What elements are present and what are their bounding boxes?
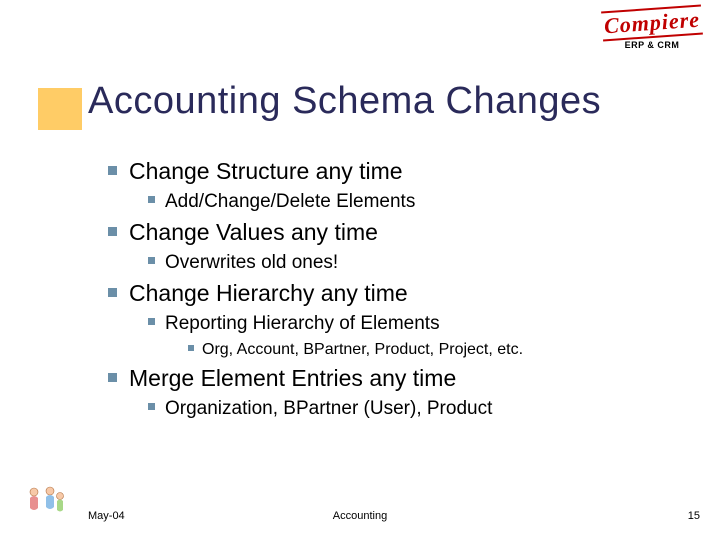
square-bullet-icon bbox=[148, 403, 155, 410]
square-bullet-icon bbox=[148, 318, 155, 325]
square-bullet-icon bbox=[108, 166, 117, 175]
logo-brand-text: Compiere bbox=[601, 5, 703, 42]
square-bullet-icon bbox=[108, 373, 117, 382]
bullet-l1: Change Structure any time bbox=[108, 158, 688, 185]
bullet-text: Overwrites old ones! bbox=[165, 252, 338, 273]
bullet-l1: Merge Element Entries any time bbox=[108, 365, 688, 392]
bullet-l2: Reporting Hierarchy of Elements bbox=[148, 313, 688, 335]
slide-body: Change Structure any time Add/Change/Del… bbox=[108, 158, 688, 426]
bullet-text: Merge Element Entries any time bbox=[129, 365, 456, 391]
bullet-text: Organization, BPartner (User), Product bbox=[165, 398, 492, 419]
square-bullet-icon bbox=[148, 196, 155, 203]
bullet-l3: Org, Account, BPartner, Product, Project… bbox=[188, 341, 688, 359]
bullet-text: Change Values any time bbox=[129, 219, 378, 245]
bullet-l1: Change Hierarchy any time bbox=[108, 280, 688, 307]
square-bullet-icon bbox=[188, 345, 194, 351]
slide-title: Accounting Schema Changes bbox=[88, 80, 601, 123]
bullet-l1: Change Values any time bbox=[108, 219, 688, 246]
bullet-l2: Overwrites old ones! bbox=[148, 252, 688, 274]
title-accent-block bbox=[38, 88, 82, 130]
square-bullet-icon bbox=[108, 227, 117, 236]
bullet-text: Add/Change/Delete Elements bbox=[165, 191, 415, 212]
brand-logo: Compiere ERP & CRM bbox=[602, 8, 702, 50]
logo-subtitle: ERP & CRM bbox=[602, 40, 702, 50]
bullet-text: Change Hierarchy any time bbox=[129, 280, 408, 306]
bullet-text: Org, Account, BPartner, Product, Project… bbox=[202, 341, 523, 358]
bullet-l2: Add/Change/Delete Elements bbox=[148, 191, 688, 213]
bullet-text: Change Structure any time bbox=[129, 158, 403, 184]
square-bullet-icon bbox=[148, 257, 155, 264]
bullet-l2: Organization, BPartner (User), Product bbox=[148, 398, 688, 420]
bullet-text: Reporting Hierarchy of Elements bbox=[165, 313, 440, 334]
footer-center-text: Accounting bbox=[0, 510, 720, 522]
footer-page-number: 15 bbox=[688, 510, 700, 522]
square-bullet-icon bbox=[108, 288, 117, 297]
